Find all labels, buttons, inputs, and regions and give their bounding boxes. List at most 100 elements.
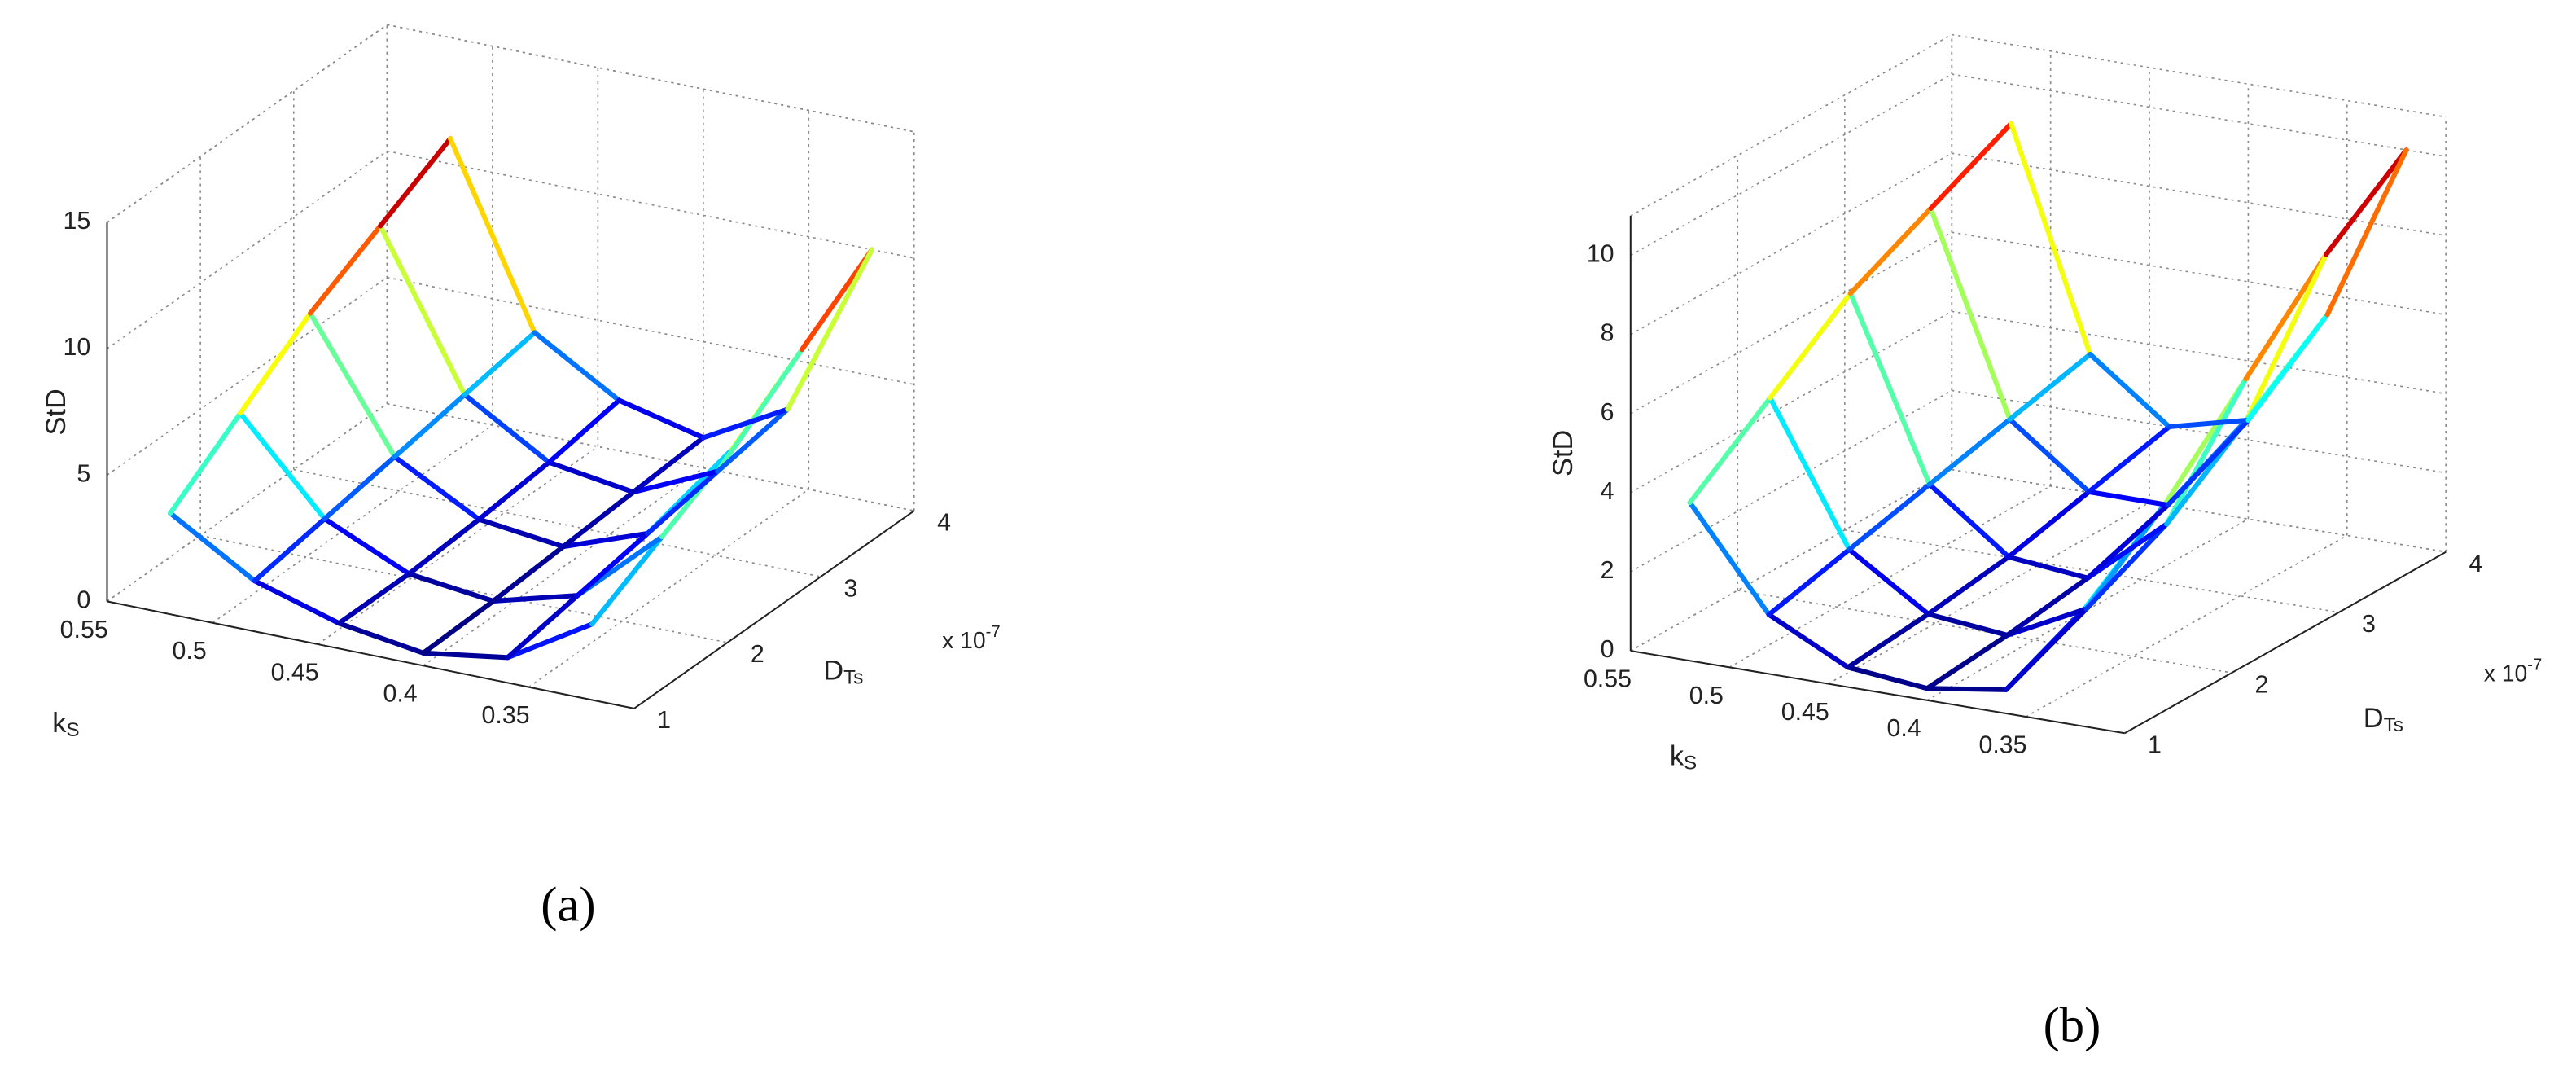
mesh-segment bbox=[238, 410, 327, 522]
z-tick-label: 2 bbox=[1601, 557, 1614, 584]
y-tick-label: 2 bbox=[2255, 671, 2269, 698]
x-tick-label: 0.5 bbox=[173, 638, 207, 665]
y-axis-label-sub: Ts bbox=[2384, 715, 2403, 737]
grid-line bbox=[1728, 485, 2052, 669]
grid-line bbox=[1952, 73, 2447, 158]
x-axis bbox=[1630, 650, 2125, 735]
mesh-segment bbox=[785, 247, 875, 412]
mesh-segment bbox=[2323, 147, 2409, 257]
mesh-segment bbox=[645, 468, 721, 536]
x-axis-label-main: k bbox=[1670, 741, 1684, 772]
z-tick-label: 10 bbox=[1587, 241, 1614, 268]
mesh-segment bbox=[1766, 546, 1852, 617]
offset-label: x 10-7 bbox=[942, 623, 1001, 654]
mesh-segment bbox=[168, 410, 243, 516]
grid-line bbox=[1952, 310, 2447, 395]
x-axis-label-sub: S bbox=[66, 720, 79, 742]
y-axis bbox=[2124, 551, 2447, 735]
z-tick-label: 5 bbox=[77, 460, 90, 487]
grid-line bbox=[212, 424, 493, 624]
mesh-segment bbox=[490, 544, 566, 604]
mesh-segment bbox=[420, 650, 510, 661]
mesh-segment bbox=[392, 454, 482, 522]
mesh-segment bbox=[1768, 395, 1852, 552]
mesh-segment bbox=[1687, 500, 1772, 617]
mesh-segment bbox=[2085, 503, 2171, 581]
y-tick-label: 4 bbox=[2469, 551, 2483, 577]
mesh-segment bbox=[1924, 632, 2010, 691]
z-tick-label: 0 bbox=[77, 586, 90, 613]
grid-line bbox=[387, 276, 914, 385]
mesh-segment bbox=[168, 511, 257, 584]
mesh-segment bbox=[476, 516, 566, 550]
y-tick-label: 1 bbox=[657, 707, 671, 734]
mesh-segment bbox=[616, 397, 706, 441]
mesh-segment bbox=[1847, 481, 1932, 552]
mesh-segment bbox=[336, 571, 412, 626]
mesh-segment bbox=[476, 459, 552, 522]
mesh-segment bbox=[589, 534, 665, 627]
grid-line bbox=[293, 468, 821, 577]
mesh-segment bbox=[2006, 489, 2092, 560]
grid-line bbox=[1630, 152, 1952, 336]
x-tick-label: 0.35 bbox=[482, 702, 530, 729]
y-axis-label-main: D bbox=[2364, 703, 2384, 734]
box-edge bbox=[1630, 33, 1952, 217]
mesh-segment bbox=[560, 489, 636, 550]
mesh-segment bbox=[2004, 575, 2091, 638]
x-axis bbox=[107, 600, 635, 709]
mesh-chart: 0.55 0.5 0.45 0.4 0.35 1 2 3 4 0 5 10 15 StD kS DTs x 10… bbox=[41, 24, 1001, 933]
mesh-segment bbox=[1925, 611, 2010, 638]
mesh-segment bbox=[799, 247, 875, 353]
mesh-segment bbox=[308, 223, 383, 316]
mesh-segment bbox=[630, 468, 721, 495]
x-axis-label: kS bbox=[1670, 741, 1697, 775]
mesh-segment bbox=[2086, 489, 2171, 508]
mesh-segment bbox=[336, 621, 426, 656]
grid-line bbox=[107, 276, 388, 476]
mesh-segment bbox=[462, 392, 552, 465]
mesh-segment bbox=[505, 593, 580, 661]
x-tick-label: 0.55 bbox=[60, 617, 108, 643]
grid-line bbox=[1952, 231, 2447, 316]
mesh-segment bbox=[2324, 147, 2409, 318]
mesh-segment bbox=[2243, 252, 2329, 382]
y-tick-label: 4 bbox=[937, 509, 951, 536]
x-tick-label: 0.4 bbox=[383, 681, 418, 708]
grid-line bbox=[107, 402, 388, 603]
y-axis-label: DTs bbox=[2364, 703, 2403, 736]
y-tick-label: 2 bbox=[751, 641, 764, 668]
grid-line bbox=[317, 446, 598, 645]
z-axis-label: StD bbox=[1548, 430, 1579, 476]
mesh-segment bbox=[505, 621, 595, 661]
offset-base: x 10 bbox=[942, 628, 986, 654]
z-tick-label: 4 bbox=[1601, 478, 1614, 505]
box-edge bbox=[107, 24, 388, 223]
offset-label: x 10-7 bbox=[2484, 656, 2543, 687]
mesh-segment bbox=[2088, 351, 2172, 430]
mesh-segment bbox=[1926, 416, 2013, 487]
grid-line bbox=[1630, 468, 1952, 652]
mesh-segment bbox=[1687, 395, 1773, 506]
mesh-segment bbox=[238, 310, 313, 416]
offset-exponent: -7 bbox=[986, 623, 1001, 641]
mesh-segment bbox=[1845, 611, 1931, 670]
grid-line bbox=[107, 150, 388, 349]
mesh-segment bbox=[322, 454, 397, 522]
mesh-segment bbox=[1847, 546, 1931, 617]
z-tick-label: 0 bbox=[1601, 636, 1614, 663]
mesh-segment bbox=[2083, 521, 2170, 612]
mesh-segment bbox=[1845, 665, 1930, 691]
mesh-segment bbox=[406, 571, 496, 604]
grid-line bbox=[1952, 468, 2447, 553]
mesh-segment bbox=[2007, 416, 2092, 494]
mesh-segment bbox=[1766, 612, 1851, 670]
y-axis bbox=[633, 510, 915, 709]
mesh-segment bbox=[378, 223, 467, 397]
mesh-segment bbox=[2164, 376, 2249, 527]
z-tick-label: 8 bbox=[1601, 320, 1614, 347]
z-axis-label: StD bbox=[41, 388, 72, 435]
mesh-segment bbox=[378, 136, 453, 229]
mesh-segment bbox=[392, 392, 467, 459]
